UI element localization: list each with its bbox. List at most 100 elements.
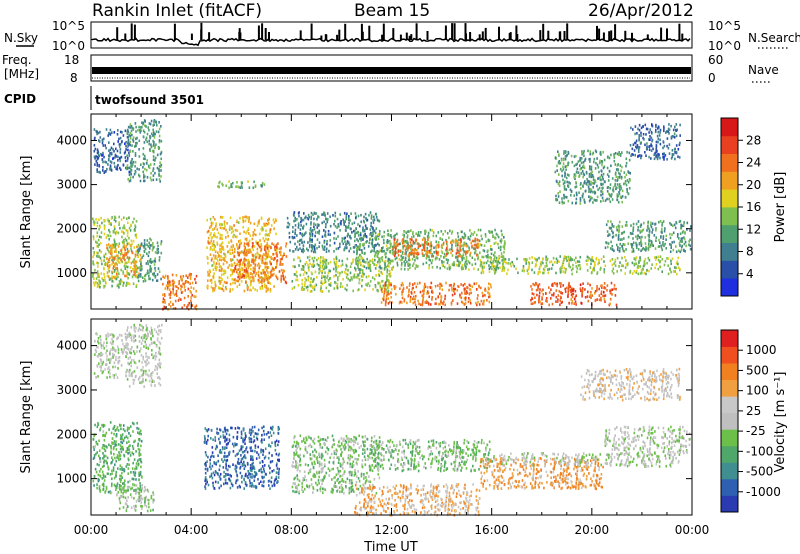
power-cell-region-14 (633, 257, 635, 260)
power-cell-region-15 (542, 288, 544, 292)
power-cell-region-14 (528, 257, 531, 260)
power-cell-region-5 (162, 293, 164, 297)
power-cell-region-11 (378, 257, 380, 260)
power-cell-region-17 (608, 233, 610, 236)
power-cell-region-4 (157, 267, 160, 270)
power-cell-region-14 (523, 258, 525, 261)
power-cell-region-6 (238, 242, 241, 246)
power-cell-region-14 (586, 269, 589, 272)
power-cell-region-9 (311, 244, 313, 247)
power-cell-region-10 (367, 282, 369, 285)
power-cell-region-5 (174, 285, 177, 288)
power-cell-region-8 (230, 185, 232, 188)
power-cell-region-5 (180, 278, 182, 281)
power-cell-region-6 (225, 228, 227, 232)
power-cell-region-15 (600, 284, 602, 288)
power-cell-region-4 (147, 245, 150, 248)
nsky-spike (498, 26, 500, 40)
power-cell-region-10 (323, 260, 326, 263)
power-cell-region-7 (252, 259, 255, 262)
power-cell-region-2 (113, 270, 116, 273)
power-cell-region-6 (213, 289, 216, 292)
power-cell-region-16 (589, 198, 592, 201)
power-cell-region-1 (142, 135, 145, 139)
power-cell-region-4 (160, 251, 163, 255)
power-cell-region-17 (662, 241, 664, 244)
power-cell-region-4 (142, 254, 145, 257)
power-cell-region-11 (490, 252, 493, 256)
power-cell-region-10 (301, 288, 304, 291)
power-cell-region-17 (640, 244, 643, 247)
power-cell-region-11 (415, 264, 417, 267)
power-cell-region-4 (149, 277, 151, 281)
power-cell-region-7 (282, 274, 284, 278)
power-cell-region-0 (103, 155, 105, 159)
power-cell-region-11 (383, 230, 386, 234)
power-cell-region-16 (583, 198, 585, 202)
power-cell-region-6 (224, 225, 226, 228)
power-cell-region-14 (542, 271, 544, 275)
power-cell-region-14 (480, 265, 483, 268)
power-cell-region-10 (361, 284, 363, 288)
power-cell-region-5 (194, 295, 197, 298)
power-cell-region-9 (345, 217, 347, 221)
power-cell-region-10 (320, 284, 322, 288)
power-cell-region-4 (156, 273, 159, 276)
power-cell-region-6 (225, 287, 228, 291)
power-cell-region-11 (417, 231, 420, 234)
power-cell-region-14 (642, 268, 644, 271)
power-cell-region-11 (379, 260, 381, 263)
power-cell-region-12 (465, 253, 467, 256)
power-cell-region-12 (459, 242, 462, 245)
power-cell-region-9 (300, 220, 302, 224)
power-cell-region-6 (264, 223, 266, 227)
power-cell-region-10 (380, 256, 383, 260)
power-cell-region-11 (497, 235, 500, 239)
power-cell-region-7 (233, 261, 236, 265)
power-cell-region-14 (643, 271, 646, 275)
power-cell-region-5 (166, 286, 169, 289)
power-cell-region-2 (120, 268, 122, 272)
power-cell-region-17 (609, 247, 612, 250)
power-cell-region-17 (625, 221, 628, 224)
power-cell-region-15 (591, 294, 593, 297)
power-cell-region-16 (595, 150, 598, 154)
power-cell-region-1 (145, 168, 148, 172)
power-cell-region-14 (571, 272, 573, 276)
power-cell-region-18 (662, 155, 664, 159)
power-cell-region-0 (128, 142, 130, 145)
power-cell-region-10 (388, 274, 391, 278)
power-cell-region-6 (230, 245, 233, 249)
power-cell-region-9 (349, 247, 352, 250)
power-cell-region-9 (313, 228, 316, 231)
power-cell-region-4 (150, 244, 152, 247)
power-cell-region-3 (123, 246, 126, 250)
power-cell-region-14 (572, 267, 574, 270)
power-cell-region-14 (613, 262, 616, 265)
power-cell-region-16 (610, 153, 612, 157)
power-cell-region-10 (310, 289, 313, 293)
power-cell-region-10 (324, 280, 327, 284)
power-cell-region-13 (387, 297, 390, 300)
power-cell-region-14 (640, 268, 643, 272)
power-cell-region-7 (244, 259, 246, 263)
power-cell-region-13 (409, 298, 412, 301)
power-cell-region-6 (219, 215, 222, 219)
power-cell-region-3 (139, 245, 142, 249)
power-cell-region-7 (233, 278, 235, 282)
power-cell-region-6 (230, 231, 233, 234)
power-cell-region-14 (515, 267, 517, 271)
power-cell-region-7 (275, 252, 278, 255)
power-cell-region-2 (114, 231, 117, 235)
power-cell-region-1 (126, 159, 129, 162)
power-cell-region-1 (141, 125, 143, 129)
nsky-spike (200, 22, 203, 40)
power-cell-region-13 (486, 299, 488, 302)
power-cell-region-4 (146, 269, 149, 273)
power-cell-region-15 (553, 292, 555, 295)
power-cell-region-11 (374, 267, 377, 270)
power-cell-region-9 (373, 229, 376, 233)
power-cell-region-9 (310, 238, 313, 242)
power-cell-region-17 (683, 236, 685, 239)
power-cell-region-1 (160, 151, 163, 155)
